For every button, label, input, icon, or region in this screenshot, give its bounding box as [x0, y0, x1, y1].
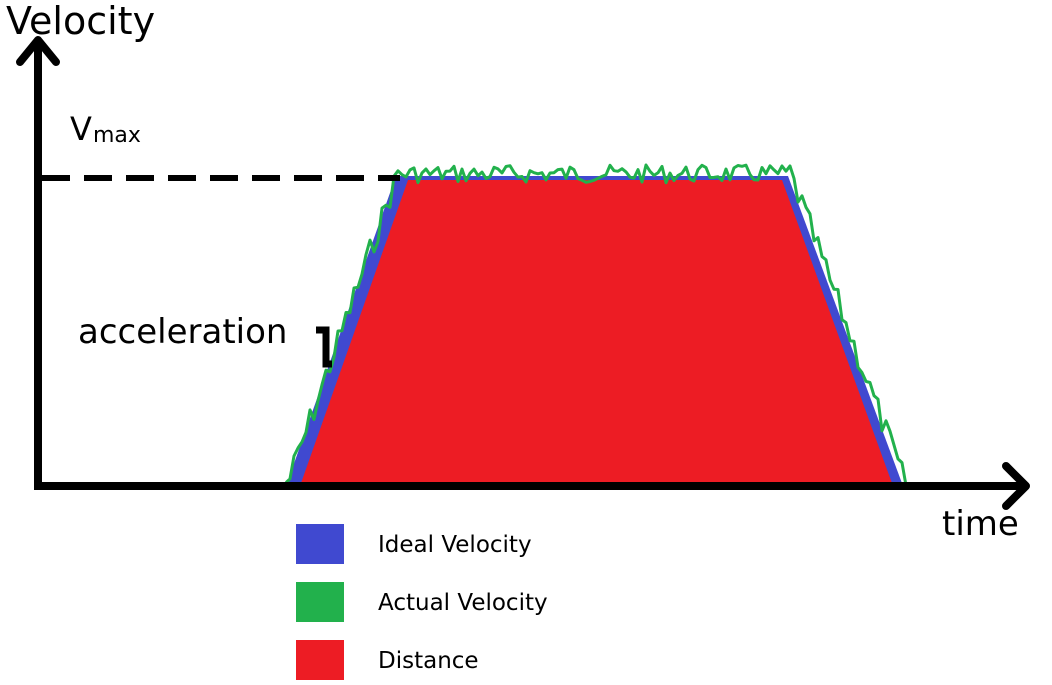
legend-label: Ideal Velocity [378, 532, 532, 558]
vmax-label: V [70, 110, 92, 148]
vmax-subscript: max [93, 123, 141, 148]
legend-item-ideal-velocity: Ideal Velocity [296, 524, 596, 564]
distance-swatch [296, 640, 344, 680]
acceleration-label: acceleration [78, 312, 287, 352]
legend-item-distance: Distance [296, 640, 596, 680]
distance-area [300, 180, 893, 486]
actual-velocity-swatch [296, 582, 344, 622]
acceleration-bracket [316, 326, 332, 368]
x-axis-arrowhead [1002, 462, 1030, 510]
y-axis-label: Velocity [6, 0, 155, 43]
actual-velocity-line [284, 163, 908, 486]
x-axis-label: time [942, 504, 1019, 544]
legend-label: Actual Velocity [378, 590, 548, 616]
ideal-velocity-swatch [296, 524, 344, 564]
legend-label: Distance [378, 648, 479, 674]
y-axis-arrowhead [16, 36, 60, 66]
legend-item-actual-velocity: Actual Velocity [296, 582, 596, 622]
